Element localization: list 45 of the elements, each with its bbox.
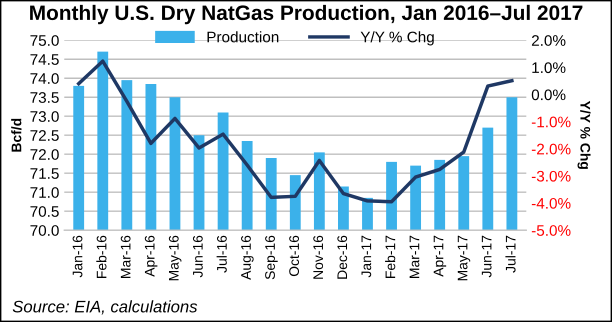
y-tick-label: 71.0 (30, 187, 59, 198)
y-axis-title: Bcf/d (11, 118, 22, 152)
y2-axis-title: Y/Y % Chg (578, 100, 591, 169)
line-series (76, 59, 514, 204)
x-tick-label: Apr-16 (144, 236, 158, 277)
y-tick-label: 72.0 (30, 149, 59, 160)
y2-tick-label: -4.0% (532, 198, 571, 209)
x-tick-label: Sep-16 (265, 236, 278, 280)
x-tick-label: Mar-17 (410, 236, 420, 278)
y-tick-label: 70.0 (30, 225, 59, 236)
y2-tick-label: 0.0% (532, 89, 566, 100)
y2-tick-label: 2.0% (532, 35, 566, 46)
x-tick-label: Nov-16 (313, 236, 324, 279)
x-tick-label: Jun-16 (192, 236, 203, 278)
y-tick-label: 75.0 (30, 35, 59, 46)
x-tick-label: Feb-17 (385, 236, 396, 278)
x-tick-label: Jun-17 (482, 236, 492, 278)
y-tick-label: 73.0 (30, 111, 59, 122)
y-tick-label: 72.5 (30, 130, 59, 141)
legend-label: Y/Y % Chg (360, 31, 434, 46)
y-tick-label: 74.0 (30, 73, 59, 84)
chart-title: Monthly U.S. Dry NatGas Production, Jan 2016–Jul 2017 (30, 4, 582, 24)
y-tick-label: 73.5 (30, 92, 59, 103)
x-tick-label: May-17 (458, 236, 470, 280)
x-tick-label: Jul-17 (505, 236, 516, 273)
x-tick-label: Oct-16 (289, 236, 300, 276)
y-tick-label: 71.5 (30, 168, 59, 179)
legend-label: Production (208, 31, 278, 42)
y2-tick-label: -5.0% (532, 225, 571, 236)
x-tick-label: Apr-17 (434, 236, 446, 277)
source-note: Source: EIA, calculations (12, 300, 198, 314)
x-tick-label: May-16 (168, 236, 182, 280)
y-tick-label: 74.5 (30, 54, 59, 65)
x-tick-label: Jan-17 (362, 236, 372, 278)
x-tick-label: Jan-16 (72, 236, 82, 278)
y2-tick-label: -3.0% (532, 170, 571, 182)
x-tick-label: Mar-16 (120, 236, 131, 278)
y-tick-label: 70.5 (30, 206, 59, 217)
x-tick-label: Dec-16 (337, 236, 348, 279)
x-tick-label: Jul-16 (216, 236, 227, 273)
y2-tick-label: -1.0% (532, 116, 571, 128)
y2-tick-label: 1.0% (532, 62, 566, 74)
x-tick-label: Aug-16 (241, 236, 254, 280)
x-tick-label: Feb-16 (96, 236, 106, 278)
y2-tick-label: -2.0% (532, 144, 571, 154)
